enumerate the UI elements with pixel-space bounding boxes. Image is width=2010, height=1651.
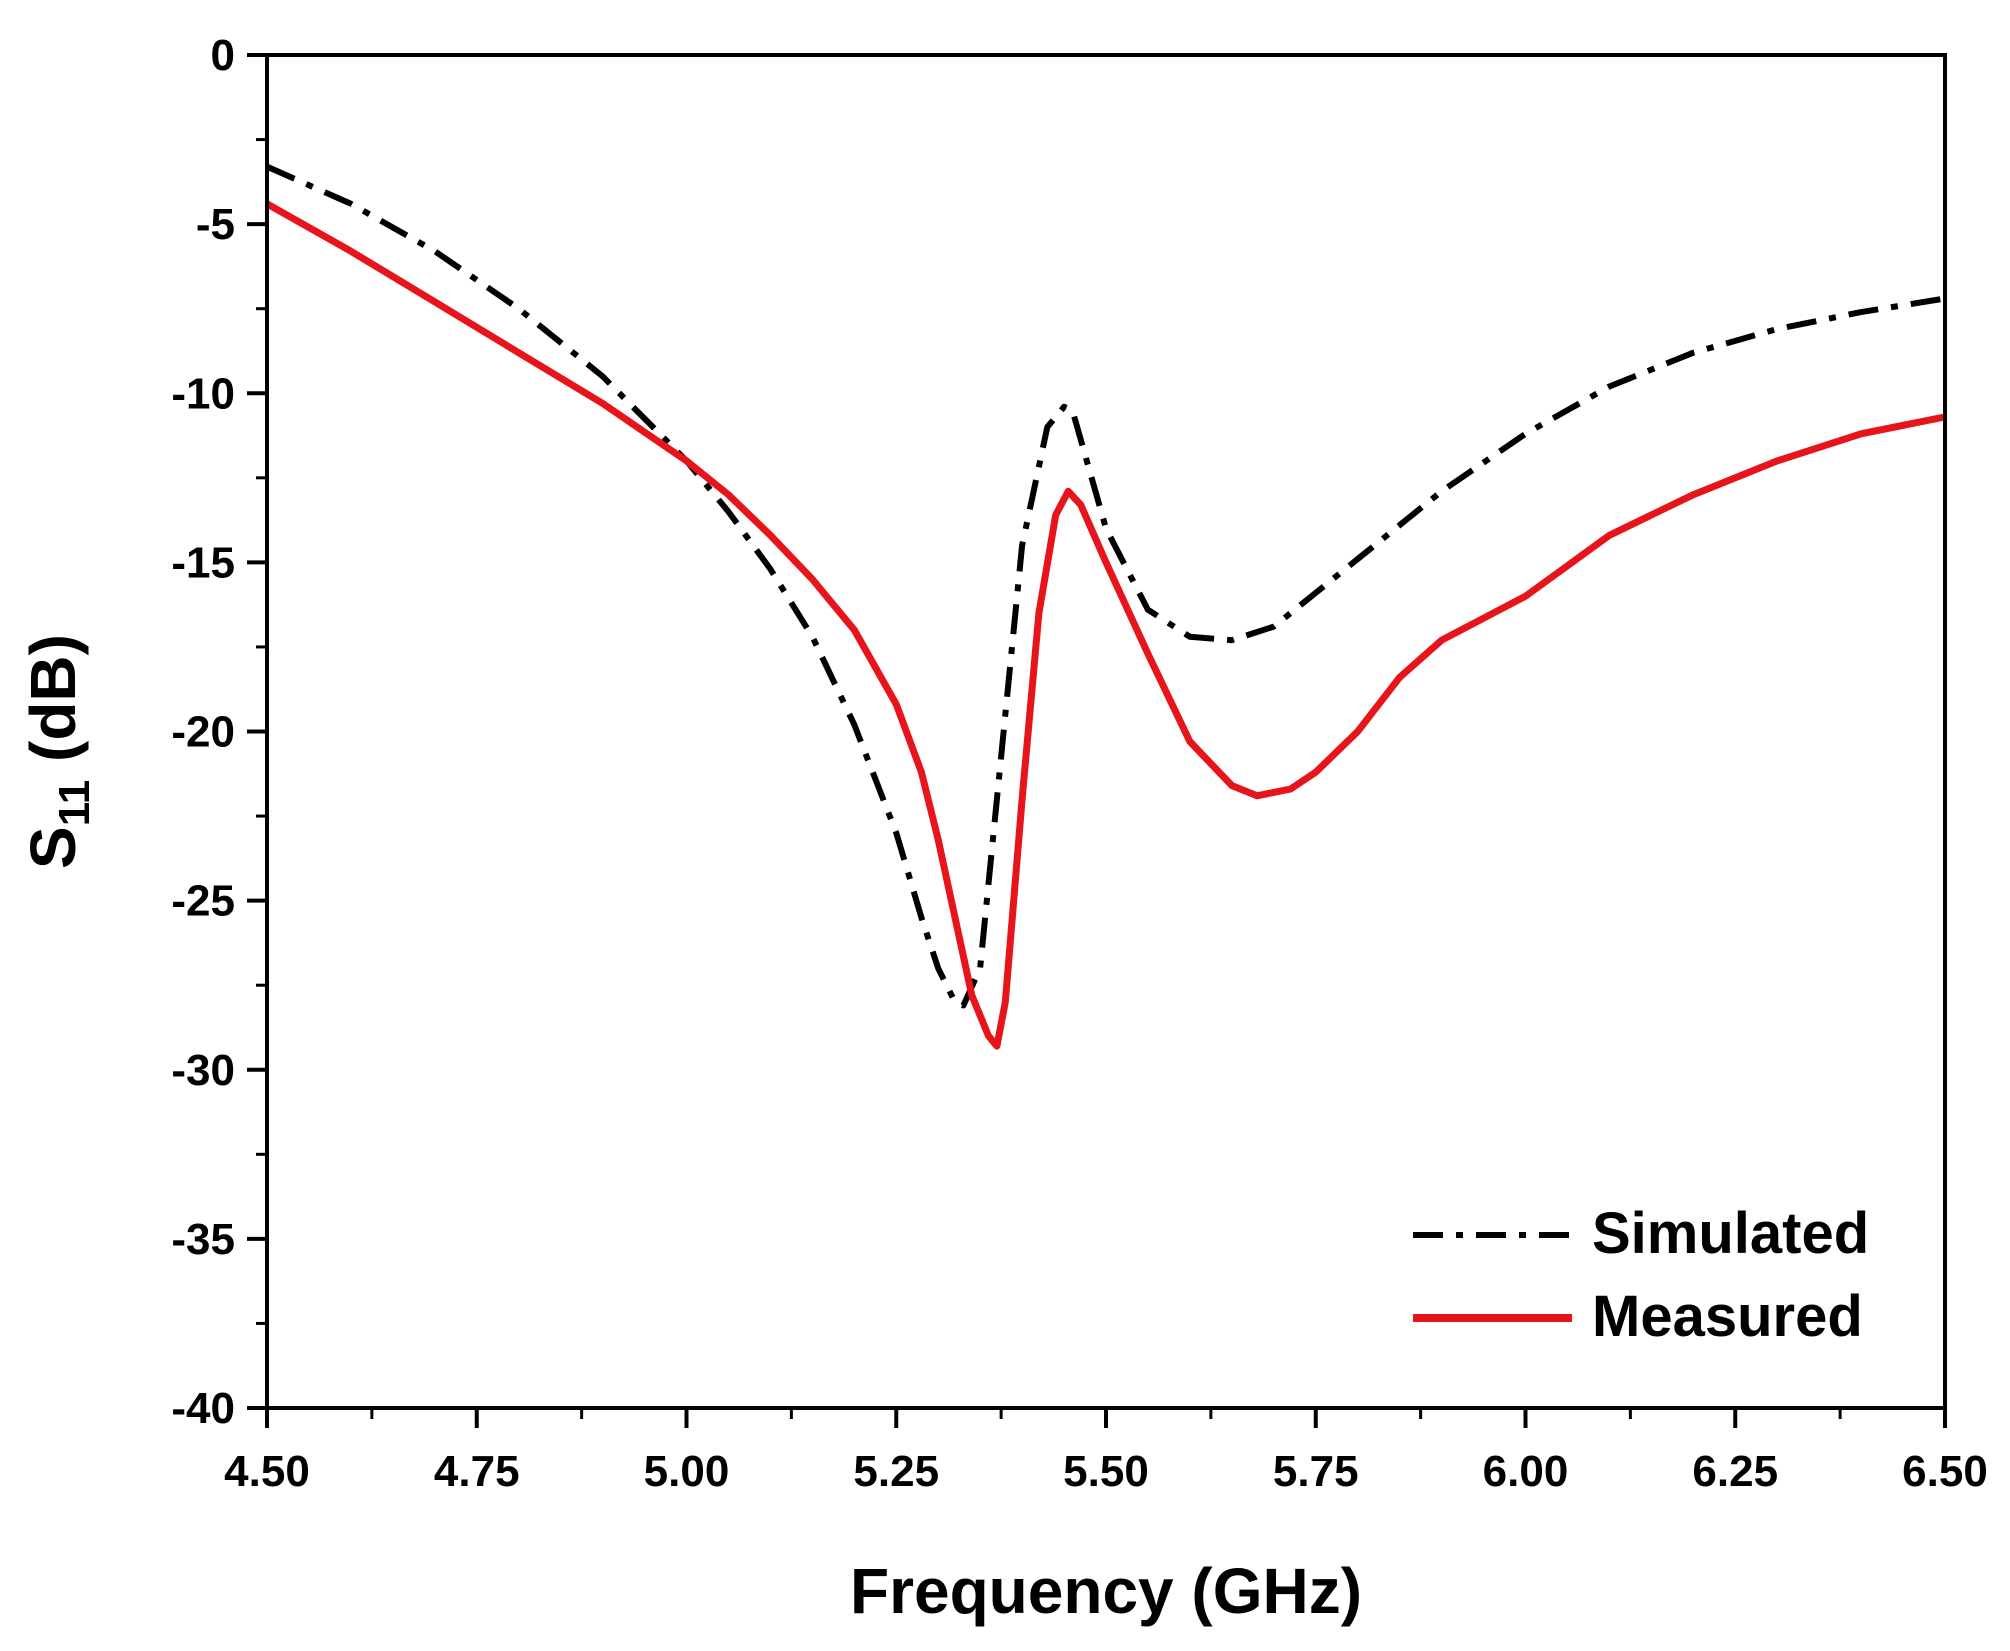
legend: Simulated Measured <box>1413 1201 1869 1349</box>
series-layer <box>265 163 1946 1050</box>
series-line-measured <box>265 200 1946 1050</box>
axis-layer: 4.50 4.75 5.00 5.25 5.50 5.75 6.00 6.25 6.50 0 -5 -… <box>171 31 1987 1496</box>
y-tick-label: -25 <box>171 877 235 926</box>
x-tick-label: 5.75 <box>1273 1447 1359 1496</box>
y-axis-title: S11 (dB) <box>17 634 99 869</box>
y-tick-label: -15 <box>171 538 235 587</box>
y-tick-label: -10 <box>171 369 235 418</box>
y-tick-label: -30 <box>171 1046 235 1095</box>
y-tick-label: -35 <box>171 1215 235 1264</box>
series-line-simulated <box>265 163 1946 1009</box>
y-tick-label: -20 <box>171 708 235 757</box>
x-axis-title: Frequency (GHz) <box>850 1555 1362 1627</box>
x-tick-label: 5.25 <box>853 1447 939 1496</box>
y-tick-label: -40 <box>171 1384 235 1433</box>
y-tick-label: -5 <box>196 200 235 249</box>
x-tick-label: 6.00 <box>1483 1447 1569 1496</box>
y-tick-label: 0 <box>211 31 235 80</box>
x-tick-label: 5.50 <box>1063 1447 1149 1496</box>
y-axis-title-main: S <box>17 826 89 869</box>
x-tick-label: 5.00 <box>644 1447 730 1496</box>
x-tick-label: 6.50 <box>1902 1447 1988 1496</box>
x-tick-label: 6.25 <box>1692 1447 1778 1496</box>
x-tick-label: 4.50 <box>224 1447 310 1496</box>
y-axis-title-unit: (dB) <box>17 634 89 780</box>
y-axis-title-subscript: 11 <box>50 780 99 827</box>
x-tick-label: 4.75 <box>434 1447 520 1496</box>
legend-label-measured: Measured <box>1592 1284 1863 1349</box>
legend-label-simulated: Simulated <box>1592 1201 1869 1266</box>
